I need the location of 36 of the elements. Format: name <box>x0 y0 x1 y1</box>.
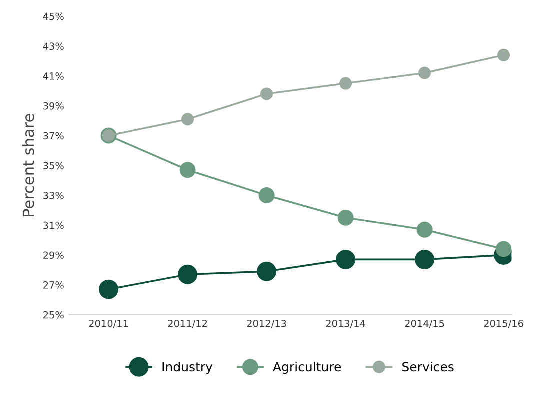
y-tick-label: 35% <box>44 162 64 170</box>
point <box>260 88 274 100</box>
point <box>416 222 433 238</box>
y-tick-label: 45% <box>43 12 64 20</box>
x-tick-label: 2013/14 <box>326 320 366 328</box>
y-tick-label: 39% <box>44 102 64 110</box>
point <box>178 264 198 284</box>
y-tick-label: 43% <box>43 42 64 50</box>
point <box>338 210 354 226</box>
legend-label: Agriculture <box>273 362 342 374</box>
point <box>258 188 275 204</box>
point <box>180 162 196 178</box>
y-tick-label: 25% <box>44 311 64 319</box>
x-tick-label: 2014/15 <box>405 320 444 328</box>
x-tick-label: 2011/12 <box>168 320 208 328</box>
legend-label: Services <box>402 362 454 372</box>
point <box>496 241 512 258</box>
point <box>415 250 435 270</box>
y-tick-label: 37% <box>44 132 64 140</box>
x-tick-label: 2010/11 <box>89 320 128 328</box>
point <box>418 66 432 80</box>
point <box>498 48 510 62</box>
y-tick-label: 41% <box>43 72 64 80</box>
point <box>182 113 194 126</box>
x-tick-label: 2015/16 <box>484 320 524 328</box>
y-tick-label: 27% <box>44 282 64 289</box>
point <box>336 250 356 270</box>
y-tick-label: 33% <box>44 192 64 200</box>
y-tick-label: 31% <box>44 222 64 230</box>
y-tick-label: 29% <box>44 252 64 260</box>
point <box>340 77 352 90</box>
y-axis-title: Percent share <box>22 114 34 216</box>
x-tick-label: 2012/13 <box>247 320 286 328</box>
point <box>257 262 277 282</box>
point <box>99 280 119 300</box>
legend-label: Industry <box>162 362 213 374</box>
